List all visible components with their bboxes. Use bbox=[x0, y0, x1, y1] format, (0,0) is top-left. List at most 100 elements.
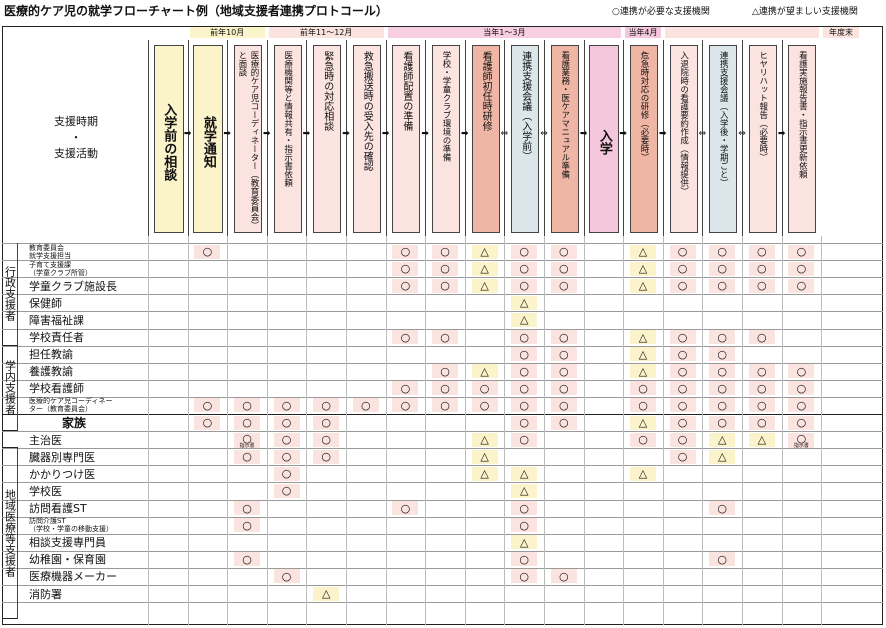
circle-icon: ○ bbox=[519, 347, 529, 361]
step-arrow-icon: ⇔ bbox=[500, 129, 509, 139]
circle-mark: ○ bbox=[194, 415, 221, 430]
circle-icon: ○ bbox=[558, 279, 569, 293]
triangle-icon: △ bbox=[638, 347, 648, 361]
circle-icon: ○ bbox=[400, 245, 411, 258]
circle-mark: ○ bbox=[709, 364, 736, 379]
triangle-mark: △ bbox=[313, 586, 340, 601]
triangle-icon: △ bbox=[480, 433, 489, 447]
circle-mark: ○ 指示書 bbox=[234, 432, 260, 449]
row-divider bbox=[2, 448, 883, 450]
circle-icon: ○ bbox=[400, 262, 411, 276]
step-arrow-icon: ➡ bbox=[579, 129, 588, 139]
triangle-mark: △ bbox=[630, 415, 656, 430]
triangle-mark: △ bbox=[471, 244, 498, 259]
column-divider bbox=[583, 236, 585, 625]
triangle-icon: △ bbox=[519, 467, 529, 481]
row-label: 障害福祉課 bbox=[29, 313, 84, 327]
circle-icon: ○ bbox=[242, 518, 252, 532]
circle-mark: ○ bbox=[392, 278, 419, 293]
step-arrow-icon: ➡ bbox=[342, 129, 350, 139]
circle-icon: ○ bbox=[558, 347, 569, 361]
circle-mark: ○ bbox=[748, 330, 775, 344]
triangle-mark: △ bbox=[471, 449, 498, 464]
step-card: 緊急時の対応相談 bbox=[313, 45, 342, 233]
circle-icon: ○ bbox=[321, 416, 331, 429]
column-header: 看護師初任時研修 bbox=[464, 40, 505, 236]
circle-icon: ○ bbox=[519, 552, 529, 566]
row-divider bbox=[2, 550, 883, 552]
row-label-line1: 教育委員会 bbox=[29, 243, 64, 252]
circle-icon: ○ bbox=[717, 552, 727, 566]
column-divider bbox=[266, 236, 268, 625]
circle-mark: ○ bbox=[550, 415, 577, 430]
row-divider bbox=[2, 362, 883, 364]
circle-mark: ○ bbox=[234, 501, 260, 515]
step-card: 学校・学童クラブ環境の準備 bbox=[431, 45, 460, 233]
circle-icon: ○ bbox=[756, 245, 767, 258]
circle-icon: ○ bbox=[756, 398, 767, 412]
circle-icon: ○ bbox=[202, 416, 213, 429]
circle-icon: ○ bbox=[677, 433, 688, 447]
circle-mark: ○ bbox=[669, 415, 696, 430]
step-arrow-icon: ➡ bbox=[263, 129, 271, 139]
circle-mark: ○ bbox=[234, 415, 260, 430]
circle-icon: ○ bbox=[756, 364, 767, 378]
circle-icon: ○ bbox=[717, 364, 727, 378]
period-band-0: 前年10月 bbox=[189, 27, 265, 38]
step-arrow-icon: ➡ bbox=[461, 129, 469, 139]
circle-mark: ○ bbox=[511, 261, 538, 276]
circle-icon: ○ bbox=[677, 416, 688, 429]
step-card: 看護師初任時研修 bbox=[471, 45, 500, 233]
row-label: 学童クラブ施設長 bbox=[29, 279, 117, 293]
circle-mark: ○ bbox=[511, 244, 538, 259]
circle-mark: ○ bbox=[392, 244, 419, 259]
circle-mark: ○ bbox=[550, 244, 577, 259]
circle-icon: ○ bbox=[519, 381, 529, 395]
row-divider bbox=[2, 602, 883, 604]
circle-mark: ○ bbox=[630, 381, 656, 396]
circle-mark: ○ bbox=[273, 398, 300, 413]
circle-icon: ○ bbox=[558, 416, 569, 429]
triangle-mark: △ bbox=[511, 312, 538, 327]
row-label: かかりつけ医 bbox=[29, 467, 96, 481]
column-divider bbox=[346, 236, 347, 625]
circle-icon: ○ bbox=[558, 381, 569, 395]
circle-icon: ○ bbox=[242, 398, 252, 412]
triangle-mark: △ bbox=[709, 432, 736, 447]
circle-mark: ○ bbox=[788, 381, 815, 396]
column-header: 入学 bbox=[583, 40, 624, 236]
triangle-icon: △ bbox=[321, 587, 331, 600]
circle-mark: ○ bbox=[234, 398, 260, 413]
triangle-mark: △ bbox=[511, 295, 538, 310]
triangle-icon: △ bbox=[638, 279, 648, 293]
triangle-icon: △ bbox=[717, 450, 727, 464]
triangle-icon: △ bbox=[480, 245, 489, 258]
circle-icon: ○ bbox=[242, 552, 252, 566]
column-divider bbox=[504, 236, 506, 625]
header-label-dot: ・ bbox=[70, 131, 82, 144]
row-label: 担任教諭 bbox=[29, 348, 73, 362]
triangle-icon: △ bbox=[480, 450, 489, 464]
column-header: 入退院時の看護要約作成（情報提供） bbox=[662, 40, 703, 236]
circle-mark: ○ 指示書 bbox=[788, 432, 815, 449]
row-label: 学校医 bbox=[29, 484, 62, 498]
step-card: ヒヤリハット報告（必要時） bbox=[748, 45, 777, 233]
column-header: 医療的ケア児コーディネーター（教育委員会）と面談 bbox=[227, 40, 267, 236]
circle-icon: ○ bbox=[519, 279, 529, 293]
circle-icon: ○ bbox=[677, 245, 688, 258]
circle-icon: ○ bbox=[400, 381, 411, 395]
triangle-mark: △ bbox=[471, 261, 498, 276]
circle-icon: ○ bbox=[756, 416, 767, 429]
circle-icon: ○ bbox=[281, 450, 292, 464]
circle-mark: ○ bbox=[432, 398, 458, 413]
circle-icon: ○ bbox=[677, 364, 688, 378]
column-header: 連携支援会議（入学前） bbox=[504, 40, 544, 236]
circle-mark: ○ bbox=[432, 330, 458, 344]
circle-mark: ○ bbox=[630, 432, 656, 447]
group-label bbox=[2, 431, 18, 449]
circle-mark: ○ bbox=[511, 415, 538, 430]
circle-mark: ○ bbox=[511, 330, 538, 344]
circle-icon: ○ bbox=[677, 398, 688, 412]
circle-icon: ○ bbox=[440, 330, 450, 344]
circle-icon: ○ bbox=[677, 450, 688, 464]
